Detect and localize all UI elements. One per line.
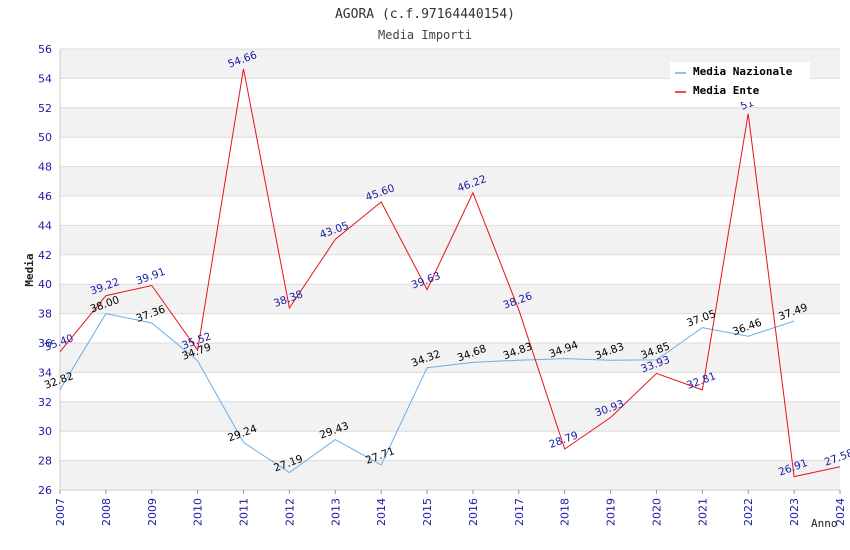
y-tick-label: 26 [38,484,52,497]
y-tick-label: 44 [38,219,52,232]
y-tick-label: 36 [38,337,52,350]
x-tick-label: 2018 [559,498,572,526]
x-tick-label: 2017 [513,498,526,526]
y-tick-label: 28 [38,455,52,468]
y-tick-label: 54 [38,72,52,85]
x-tick-label: 2007 [54,498,67,526]
grid-band [60,166,840,196]
grid-band [60,107,840,138]
x-tick-label: 2020 [650,498,663,526]
x-tick-label: 2012 [283,498,296,526]
x-tick-label: 2023 [788,498,801,526]
y-axis-ticks: 26 28 30 32 34 36 38 40 42 44 46 48 50 52 54 56 [38,43,52,497]
x-tick-label: 2016 [467,498,480,526]
legend-label-media-nazionale: Media Nazionale [693,65,793,78]
y-tick-label: 48 [38,161,52,174]
y-tick-label: 34 [38,366,52,379]
y-tick-label: 52 [38,102,52,115]
x-tick-label: 2011 [238,498,251,526]
y-tick-label: 30 [38,425,52,438]
x-tick-label: 2008 [100,498,113,526]
x-tick-label: 2021 [696,498,709,526]
series-line-media-nazionale [59,313,795,474]
y-tick-label: 32 [38,396,52,409]
x-tick-label: 2022 [742,498,755,526]
y-tick-label: 38 [38,308,52,321]
y-tick-label: 46 [38,190,52,203]
grid-band [60,401,840,432]
x-tick-label: 2024 [834,498,847,526]
x-tick-label: 2015 [421,498,434,526]
data-label-media-ente: 32.81 [685,370,717,392]
x-axis-ticks: 2007 2008 2009 2010 2011 2012 2013 2014 2015 2016… [54,490,847,526]
x-axis-label: Anno [811,517,838,530]
x-tick-label: 2009 [146,498,159,526]
series-line-media-ente [59,68,841,478]
chart-subtitle: Media Importi [378,28,472,42]
data-label-media-nazionale: 36.46 [731,317,764,339]
gridlines [60,48,840,491]
series-lines [59,68,841,478]
x-tick-label: 2014 [375,498,388,526]
legend-label-media-ente: Media Ente [693,84,760,97]
legend-box [670,62,810,102]
y-tick-label: 56 [38,43,52,56]
y-tick-label: 42 [38,249,52,262]
y-tick-label: 50 [38,131,52,144]
grid-bands [60,49,840,490]
data-label-media-ente: 28.79 [548,429,580,451]
grid-band [60,284,840,314]
grid-band [60,343,840,373]
y-tick-label: 40 [38,278,52,291]
chart-title: AGORA (c.f.97164440154) [335,7,515,22]
y-axis-label: Media [23,253,36,286]
x-tick-label: 2013 [329,498,342,526]
x-tick-label: 2019 [605,498,618,526]
axes [59,49,840,491]
x-tick-label: 2010 [192,498,205,526]
legend: Media Nazionale Media Ente [670,62,810,102]
grid-band [60,460,840,490]
